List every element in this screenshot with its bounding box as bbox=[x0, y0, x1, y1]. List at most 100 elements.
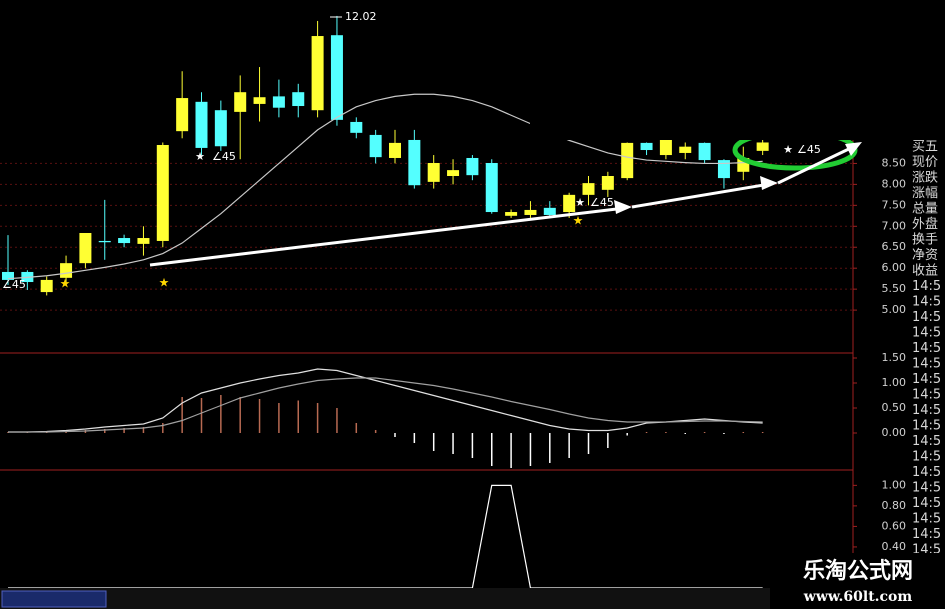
candle-body bbox=[485, 163, 498, 213]
candle-body bbox=[659, 139, 672, 156]
candle-body bbox=[195, 101, 208, 148]
date-highlight bbox=[1, 590, 107, 608]
side-time: 14:5 bbox=[912, 295, 941, 310]
annotation: ∠45 bbox=[2, 278, 26, 291]
candle-body bbox=[679, 146, 692, 153]
side-time: 14:5 bbox=[912, 341, 941, 356]
annotation: ∠45 bbox=[212, 150, 236, 163]
side-time: 14:5 bbox=[912, 403, 941, 418]
arrow bbox=[777, 144, 856, 185]
y-tick-label: 6.50 bbox=[882, 240, 907, 253]
y-tick-label: 8.00 bbox=[882, 177, 907, 190]
star: ★ bbox=[60, 277, 71, 291]
candle-body bbox=[698, 142, 711, 161]
y-tick-label: 5.00 bbox=[882, 303, 907, 316]
y-tick-label: 0.00 bbox=[882, 426, 907, 439]
line bbox=[8, 368, 763, 433]
candle-body bbox=[582, 183, 595, 195]
arrow-head bbox=[614, 200, 632, 214]
candle-body bbox=[756, 142, 769, 151]
candle-body bbox=[272, 96, 285, 108]
candle-body bbox=[350, 121, 363, 133]
candle-body bbox=[601, 176, 614, 190]
side-label: 涨幅 bbox=[912, 186, 938, 201]
candle-body bbox=[717, 160, 730, 179]
candle-body bbox=[640, 142, 653, 151]
candle-body bbox=[253, 97, 266, 104]
candle-body bbox=[2, 271, 14, 280]
candle-body bbox=[466, 157, 479, 176]
line bbox=[7, 93, 763, 280]
side-time: 14:5 bbox=[912, 419, 941, 434]
side-time: 14:5 bbox=[912, 372, 941, 387]
arrow-head bbox=[845, 142, 862, 156]
y-tick-label: 1.50 bbox=[882, 351, 907, 364]
side-time: 14:5 bbox=[912, 481, 941, 496]
candle-body bbox=[524, 209, 537, 215]
line bbox=[8, 377, 763, 433]
candle-body bbox=[369, 134, 382, 158]
y-tick-label: 1.00 bbox=[882, 478, 907, 491]
y-tick-label: 7.00 bbox=[882, 219, 907, 232]
side-time: 14:5 bbox=[912, 450, 941, 465]
star: ★ bbox=[575, 196, 585, 209]
star: ★ bbox=[159, 276, 170, 290]
y-tick-label: 1.00 bbox=[882, 376, 907, 389]
side-label: 换手 bbox=[912, 233, 938, 248]
side-time: 14:5 bbox=[912, 326, 941, 341]
y-tick-label: 8.50 bbox=[882, 156, 907, 169]
candle-body bbox=[118, 238, 131, 244]
side-label: 总量 bbox=[912, 202, 938, 217]
y-tick-label: 0.80 bbox=[882, 499, 907, 512]
side-label: 涨跌 bbox=[912, 170, 938, 186]
candle-body bbox=[621, 142, 634, 179]
star: ★ bbox=[783, 143, 793, 156]
y-tick-label: 0.60 bbox=[882, 519, 907, 532]
candle-body bbox=[427, 163, 440, 182]
candle-body bbox=[505, 212, 518, 216]
candle-body bbox=[447, 170, 460, 176]
candle-body bbox=[98, 240, 111, 243]
side-label: 净资 bbox=[912, 248, 938, 263]
y-tick-label: 7.50 bbox=[882, 198, 907, 211]
marks: 5.005.506.006.507.007.508.008.502013/11/… bbox=[0, 15, 907, 605]
star: ★ bbox=[573, 214, 584, 228]
stars: ★ ★ ★ ★ ★ ★ bbox=[60, 143, 793, 291]
candle-body bbox=[389, 142, 401, 158]
candle-body bbox=[214, 110, 227, 147]
candle-body bbox=[563, 194, 576, 213]
side-label: 买五 bbox=[912, 140, 938, 155]
watermark-url: www.60lt.com bbox=[803, 589, 913, 605]
side-time: 14:5 bbox=[912, 434, 941, 449]
side-time: 14:5 bbox=[912, 465, 941, 480]
overlay: ★ ★ ★ ★ ★ ★ 12.02 ∠45 bbox=[60, 0, 945, 291]
side-time: 14:5 bbox=[912, 512, 941, 527]
candle-body bbox=[137, 238, 150, 244]
y-tick-label: 5.50 bbox=[882, 282, 907, 295]
y-tick-label: 0.40 bbox=[882, 540, 907, 553]
y-tick-label: 0.50 bbox=[882, 401, 907, 414]
candle-body bbox=[156, 144, 169, 241]
watermark-box bbox=[770, 553, 945, 609]
candle-body bbox=[176, 98, 189, 132]
side-label: 外盘 bbox=[912, 216, 938, 232]
watermark-name: 乐淘公式网 bbox=[803, 558, 913, 584]
side-label: 现价 bbox=[912, 155, 938, 170]
side-time: 14:5 bbox=[912, 310, 941, 325]
candle-body bbox=[234, 92, 247, 112]
arrow bbox=[631, 182, 771, 209]
candle-body bbox=[408, 139, 421, 186]
side-label: 收益 bbox=[912, 264, 938, 279]
annotation: ∠45 bbox=[797, 143, 821, 156]
cover bbox=[530, 0, 945, 140]
candle-body bbox=[292, 92, 305, 107]
arrow bbox=[149, 206, 626, 267]
side-time: 14:5 bbox=[912, 357, 941, 372]
star: ★ bbox=[195, 150, 205, 163]
candle-body bbox=[79, 232, 92, 264]
annotation: ∠45 bbox=[590, 196, 614, 209]
candle-body bbox=[330, 35, 343, 120]
side-time: 14:5 bbox=[912, 388, 941, 403]
annotation: 12.02 bbox=[345, 10, 377, 23]
